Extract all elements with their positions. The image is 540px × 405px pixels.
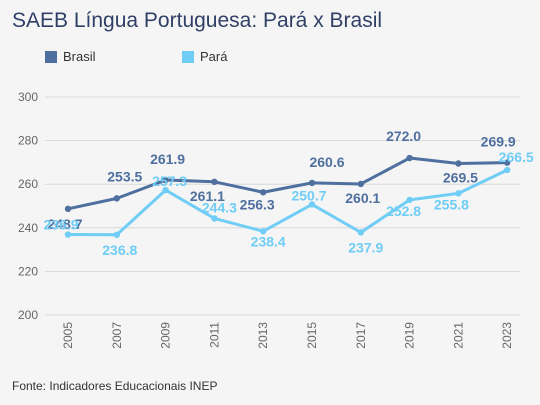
- data-label: 252.8: [386, 203, 421, 219]
- data-label: 237.9: [348, 239, 383, 255]
- data-point: [406, 196, 413, 204]
- data-label: 253.5: [107, 168, 142, 184]
- data-label: 244.3: [202, 199, 237, 215]
- data-label: 260.1: [345, 190, 380, 206]
- data-label: 261.1: [190, 188, 225, 204]
- series-line-brasil: [67, 156, 508, 211]
- data-point: [308, 179, 316, 187]
- legend-swatch-brasil: [45, 50, 57, 63]
- data-point: [308, 201, 316, 208]
- data-point: [504, 166, 511, 174]
- chart-title: SAEB Língua Portuguesa: Pará x Brasil: [12, 9, 383, 32]
- data-label: 255.8: [434, 196, 469, 212]
- data-label: 269.5: [443, 169, 478, 185]
- data-point: [113, 195, 121, 202]
- data-label: 248.7: [47, 216, 82, 232]
- legend-label-para: Pará: [200, 49, 228, 64]
- data-label: 260.6: [309, 154, 344, 170]
- data-label: 238.4: [251, 233, 286, 249]
- source-note: Fonte: Indicadores Educacionais INEP: [12, 379, 218, 393]
- x-tick-label: 2009: [159, 322, 173, 349]
- data-point: [455, 160, 462, 167]
- x-tick-label: 2023: [500, 322, 514, 349]
- x-tick-label: 2019: [403, 322, 417, 349]
- data-point: [64, 231, 72, 238]
- data-label: 261.9: [150, 151, 185, 167]
- y-tick-label: 280: [18, 134, 38, 148]
- data-point: [211, 178, 218, 186]
- data-label: 266.5: [499, 149, 534, 165]
- data-label: 257.3: [152, 173, 187, 189]
- data-label: 269.9: [481, 134, 516, 150]
- x-tick-label: 2007: [110, 322, 124, 349]
- legend-item-para[interactable]: Pará: [182, 49, 227, 64]
- data-label: 256.3: [240, 196, 275, 212]
- y-tick-label: 200: [18, 308, 38, 322]
- data-point: [162, 186, 169, 194]
- data-point: [162, 176, 169, 184]
- legend-swatch-para: [182, 50, 194, 63]
- data-label: 236.8: [102, 242, 137, 258]
- x-tick-label: 2011: [207, 322, 221, 348]
- data-label: 236.9: [43, 217, 78, 233]
- x-tick-label: 2015: [305, 322, 319, 349]
- legend-label-brasil: Brasil: [63, 49, 96, 64]
- x-tick-label: 2021: [451, 322, 465, 349]
- data-label: 272.0: [386, 128, 421, 144]
- data-point: [64, 205, 72, 213]
- data-point: [455, 190, 462, 197]
- data-point: [504, 159, 511, 166]
- data-point: [357, 229, 364, 236]
- x-tick-label: 2017: [354, 322, 368, 349]
- data-point: [406, 154, 413, 162]
- y-tick-label: 300: [18, 90, 38, 104]
- data-point: [357, 180, 364, 188]
- x-tick-label: 2013: [256, 322, 270, 349]
- y-tick-label: 260: [18, 177, 38, 191]
- series-line-para: [67, 168, 508, 237]
- x-tick-label: 2005: [61, 322, 75, 349]
- data-point: [211, 215, 218, 222]
- data-point: [113, 231, 121, 238]
- data-point: [260, 189, 267, 196]
- legend-item-brasil[interactable]: Brasil: [45, 49, 96, 64]
- data-point: [260, 228, 267, 235]
- y-tick-label: 220: [18, 264, 38, 278]
- data-label: 250.7: [291, 187, 326, 203]
- y-tick-label: 240: [18, 221, 38, 235]
